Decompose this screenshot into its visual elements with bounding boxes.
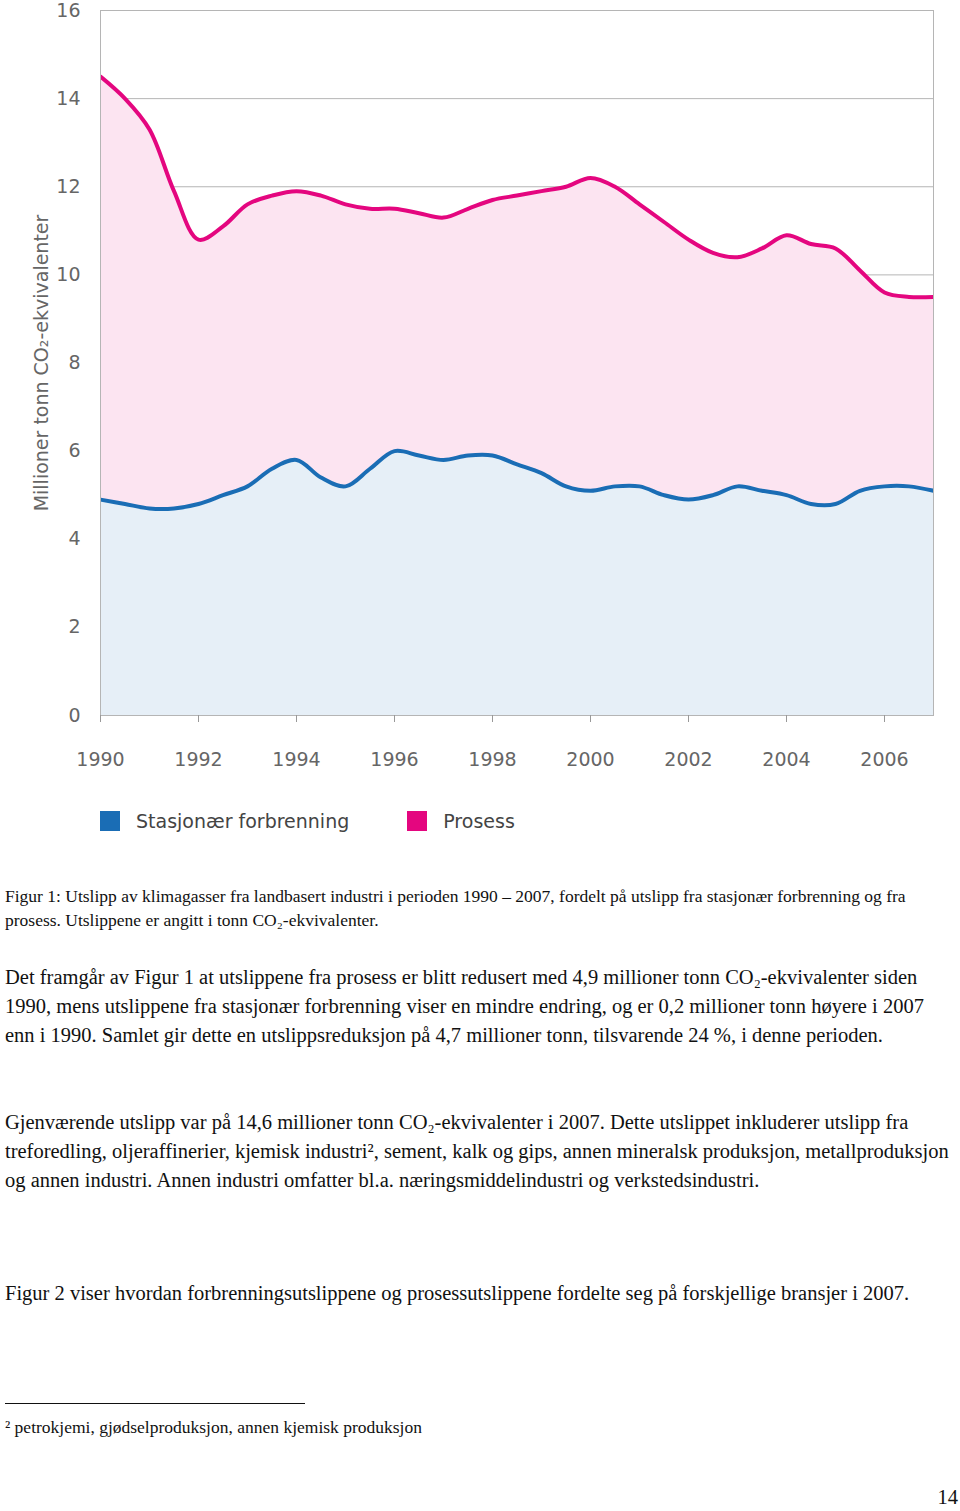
svg-text:2: 2 — [68, 615, 80, 637]
svg-text:2002: 2002 — [664, 748, 712, 770]
html-text:Figur 2 viser hvordan forbrenn: Figur 2 viser hvordan forbrenningsutslip… — [5, 1282, 910, 1304]
html-text:² petrokjemi, gjødselproduksjo: ² petrokjemi, gjødselproduksjon, annen k… — [5, 1417, 422, 1437]
html-text:Figur 1: Utslipp av klimagasse: Figur 1: Utslipp av klimagasser fra land… — [5, 886, 906, 930]
html-text:14: 14 — [937, 1486, 958, 1508]
svg-text:2006: 2006 — [860, 748, 908, 770]
svg-text:1998: 1998 — [468, 748, 516, 770]
html-text:Prosess: Prosess — [443, 810, 515, 832]
svg-text:4: 4 — [68, 527, 80, 549]
svg-text:0: 0 — [68, 704, 80, 726]
html-text:Gjenværende utslipp var på 14,: Gjenværende utslipp var på 14,6 millione… — [5, 1111, 949, 1191]
svg-text:2004: 2004 — [762, 748, 810, 770]
svg-text:Millioner tonn CO₂-ekvivalente: Millioner tonn CO₂-ekvivalenter — [30, 214, 52, 511]
svg-text:12: 12 — [56, 175, 80, 197]
svg-text:8: 8 — [68, 351, 80, 373]
svg-text:14: 14 — [56, 87, 80, 109]
svg-text:10: 10 — [56, 263, 80, 285]
svg-text:16: 16 — [56, 0, 80, 21]
svg-text:1992: 1992 — [174, 748, 222, 770]
html-text:Det framgår av Figur 1 at utsl: Det framgår av Figur 1 at utslippene fra… — [5, 966, 924, 1046]
svg-text:6: 6 — [68, 439, 80, 461]
svg-text:1990: 1990 — [76, 748, 124, 770]
svg-text:2000: 2000 — [566, 748, 614, 770]
svg-text:1994: 1994 — [272, 748, 320, 770]
svg-text:1996: 1996 — [370, 748, 418, 770]
html-text:Stasjonær forbrenning: Stasjonær forbrenning — [136, 810, 350, 832]
